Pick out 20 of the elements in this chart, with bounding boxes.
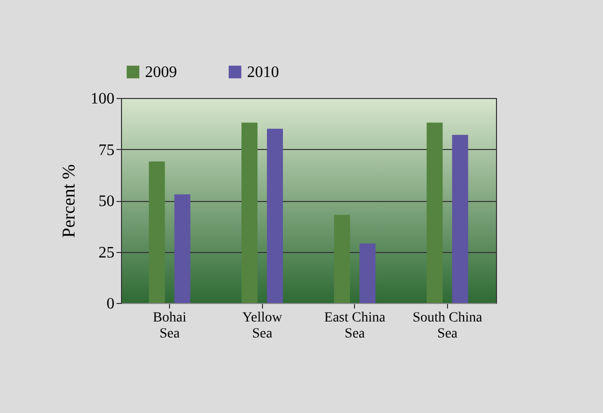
y-tick-label: 0: [106, 296, 114, 312]
bar: [360, 244, 376, 303]
bar: [174, 194, 190, 303]
y-tick-label: 25: [98, 244, 114, 262]
bar: [452, 134, 468, 303]
x-tick-label: Bohai Sea: [152, 310, 186, 342]
x-tick-label: Yellow Sea: [242, 310, 283, 342]
y-axis-title: Percent %: [58, 164, 78, 238]
y-tick-label: 100: [90, 90, 114, 108]
bar: [266, 128, 283, 303]
bar: [241, 122, 258, 303]
bar: [148, 162, 165, 303]
bar: [334, 214, 350, 303]
y-tick-label: 50: [98, 193, 114, 210]
y-tick-label: 75: [98, 142, 114, 159]
legend-label: 2009: [145, 64, 177, 81]
bar: [426, 122, 443, 303]
x-tick-label: East China Sea: [324, 310, 386, 342]
legend-label: 2010: [247, 64, 279, 81]
x-tick-label: South China Sea: [412, 310, 483, 342]
